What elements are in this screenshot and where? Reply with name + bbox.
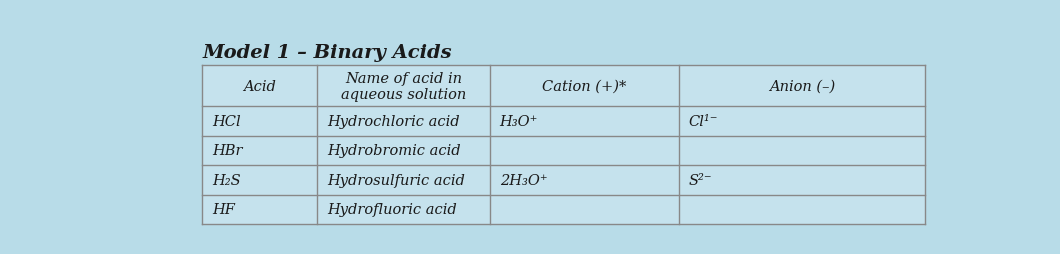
Text: 2H₃O⁺: 2H₃O⁺ bbox=[499, 173, 547, 187]
Text: H₂S: H₂S bbox=[212, 173, 241, 187]
Text: Model 1 – Binary Acids: Model 1 – Binary Acids bbox=[202, 44, 452, 62]
Bar bbox=[202, 66, 925, 224]
Text: Acid: Acid bbox=[244, 79, 277, 93]
Text: Name of acid in
aqueous solution: Name of acid in aqueous solution bbox=[341, 71, 466, 101]
Text: Hydrochloric acid: Hydrochloric acid bbox=[328, 115, 460, 129]
Text: Hydrofluoric acid: Hydrofluoric acid bbox=[328, 202, 457, 216]
Text: S²⁻: S²⁻ bbox=[689, 173, 712, 187]
Text: Cation (+)*: Cation (+)* bbox=[542, 79, 626, 93]
Text: HBr: HBr bbox=[212, 144, 243, 158]
Text: Anion (–): Anion (–) bbox=[768, 79, 835, 93]
Text: Hydrobromic acid: Hydrobromic acid bbox=[328, 144, 461, 158]
Text: Cl¹⁻: Cl¹⁻ bbox=[689, 115, 719, 129]
Text: HF: HF bbox=[212, 202, 235, 216]
Text: HCl: HCl bbox=[212, 115, 241, 129]
Text: H₃O⁺: H₃O⁺ bbox=[499, 115, 538, 129]
Text: Hydrosulfuric acid: Hydrosulfuric acid bbox=[328, 173, 465, 187]
